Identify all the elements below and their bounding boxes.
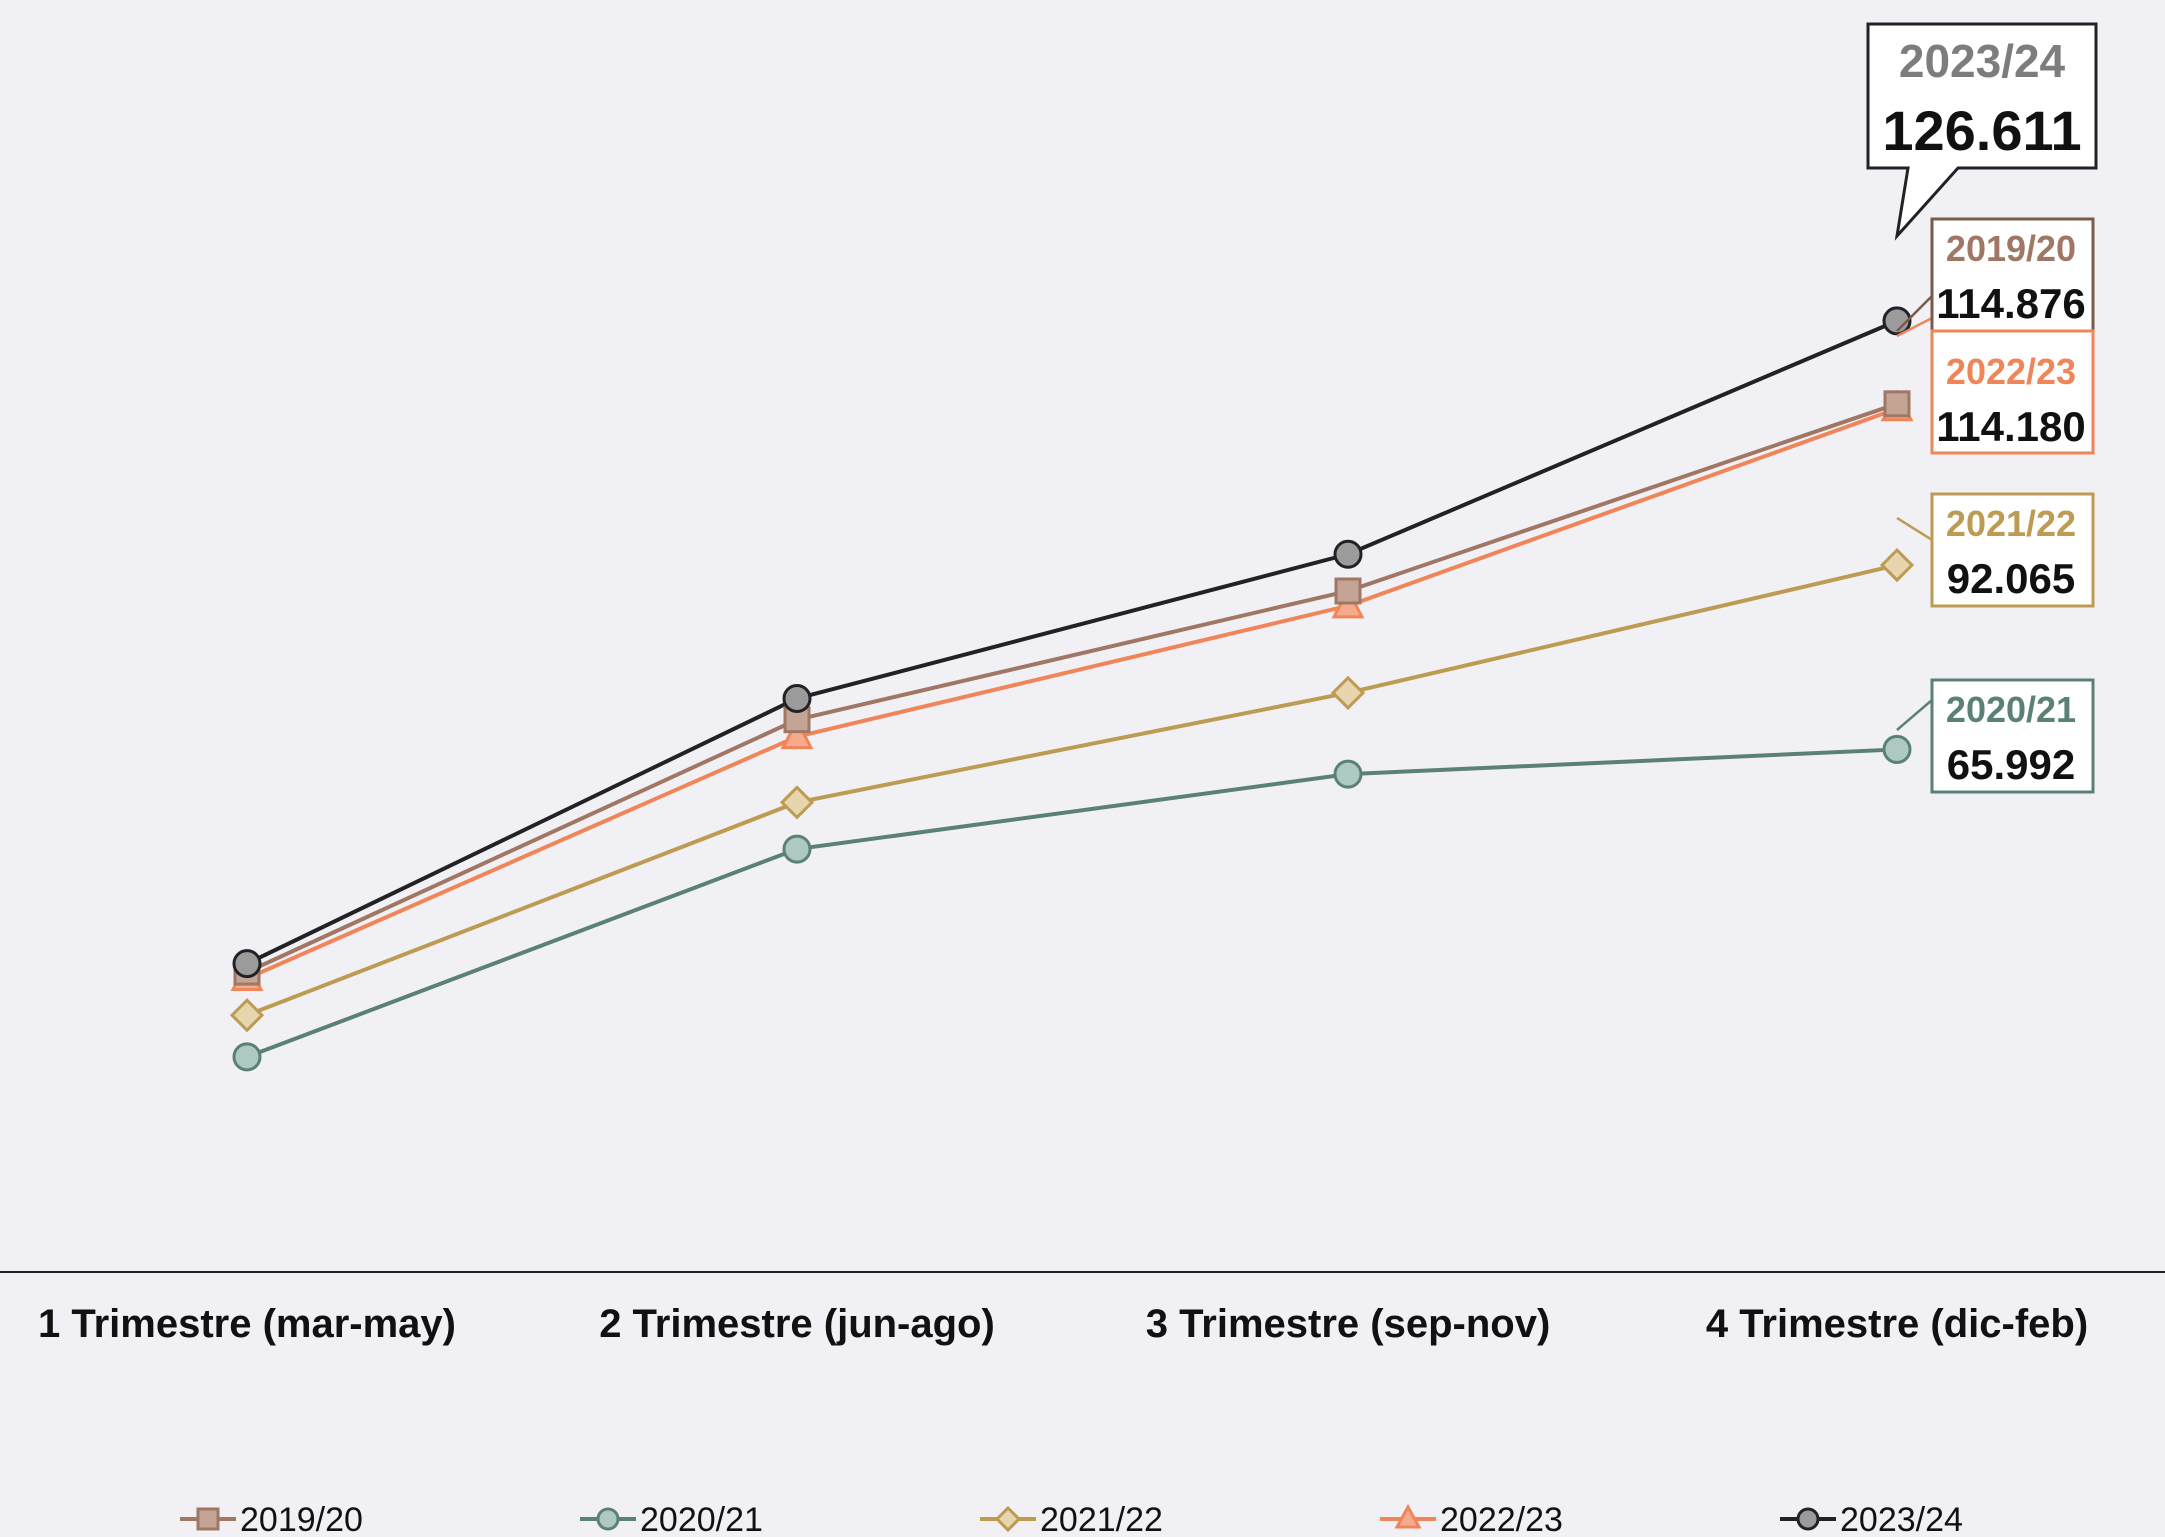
legend-label: 2022/23 xyxy=(1440,1501,1563,1537)
callout-2021-22: 2021/22 92.065 xyxy=(1930,492,2095,608)
legend-marker xyxy=(196,1507,220,1531)
legend-marker xyxy=(994,1505,1022,1533)
legend-item-2021-22: 2021/22 xyxy=(980,1501,1163,1537)
x-tick-labels: 1 Trimestre (mar-may) 2 Trimestre (jun-ag… xyxy=(38,1302,2088,1346)
series-markers xyxy=(229,306,1915,1072)
callout-leaders xyxy=(1896,274,1934,731)
series-line-2019-20 xyxy=(246,401,1898,974)
legend-item-2019-20: 2019/20 xyxy=(180,1501,363,1537)
legend-marker xyxy=(596,1507,620,1531)
series-lines xyxy=(246,319,1898,1059)
leader-2020 xyxy=(1896,692,1934,731)
callout-2020-21-year: 2020/21 xyxy=(1946,689,2076,730)
legend-label: 2019/20 xyxy=(240,1501,363,1537)
data-point-2022-23-2 xyxy=(780,717,814,750)
series-line-2023-24 xyxy=(246,319,1898,966)
data-point-2020-21-3 xyxy=(1333,759,1363,789)
series-line-2022-23 xyxy=(246,406,1898,981)
x-tick-label: 4 Trimestre (dic-feb) xyxy=(1706,1302,2088,1346)
callout-2023-24-box xyxy=(1866,22,2098,241)
callout-2023-24-year: 2023/24 xyxy=(1899,35,2066,87)
callout-2021-22-year: 2021/22 xyxy=(1946,503,2076,544)
legend-label: 2020/21 xyxy=(640,1501,763,1537)
legend: 2019/20 2020/21 2021/22 2022/23 2023/24 xyxy=(180,1501,1963,1537)
data-point-2020-21-2 xyxy=(782,834,812,864)
series-line-2021-22 xyxy=(246,563,1898,1018)
legend-item-2020-21: 2020/21 xyxy=(580,1501,763,1537)
callout-2019-20: 2019/20 114.876 xyxy=(1930,217,2095,333)
legend-label: 2021/22 xyxy=(1040,1501,1163,1537)
callout-2020-21-value: 65.992 xyxy=(1947,741,2075,788)
legend-label: 2023/24 xyxy=(1840,1501,1963,1537)
data-point-2021-22-2 xyxy=(779,785,815,820)
callout-2022-23: 2022/23 114.180 xyxy=(1930,329,2095,455)
legend-marker xyxy=(1796,1507,1820,1531)
callout-2019-20-value: 114.876 xyxy=(1936,280,2086,327)
data-point-2023-24-2 xyxy=(782,683,812,713)
callout-2019-20-year: 2019/20 xyxy=(1946,228,2076,269)
data-point-2021-22-1 xyxy=(229,998,265,1033)
leader-2021 xyxy=(1896,516,1934,544)
data-point-2023-24-4 xyxy=(1882,306,1912,336)
legend-item-2023-24: 2023/24 xyxy=(1780,1501,1963,1537)
callout-2022-23-year: 2022/23 xyxy=(1946,351,2076,392)
data-point-2020-21-1 xyxy=(232,1042,262,1072)
data-point-2023-24-1 xyxy=(232,949,262,979)
x-tick-label: 1 Trimestre (mar-may) xyxy=(38,1302,456,1346)
data-point-2019-20-4 xyxy=(1883,390,1911,418)
callout-2021-22-value: 92.065 xyxy=(1947,555,2075,602)
data-point-2021-22-4 xyxy=(1879,547,1915,583)
data-point-2021-22-3 xyxy=(1330,675,1366,710)
legend-item-2022-23: 2022/23 xyxy=(1380,1501,1563,1537)
callout-2023-24-value: 126.611 xyxy=(1882,99,2081,162)
callout-2022-23-value: 114.180 xyxy=(1936,403,2086,450)
legend-marker xyxy=(1394,1503,1422,1529)
data-point-2023-24-3 xyxy=(1333,539,1363,569)
x-tick-label: 2 Trimestre (jun-ago) xyxy=(599,1302,995,1346)
data-point-2019-20-3 xyxy=(1334,577,1362,605)
data-point-2020-21-4 xyxy=(1882,734,1912,764)
x-tick-label: 3 Trimestre (sep-nov) xyxy=(1146,1302,1551,1346)
callout-2020-21: 2020/21 65.992 xyxy=(1930,678,2095,794)
series-line-2020-21 xyxy=(246,747,1898,1059)
callout-2023-24: 2023/24 126.611 xyxy=(1866,22,2098,241)
